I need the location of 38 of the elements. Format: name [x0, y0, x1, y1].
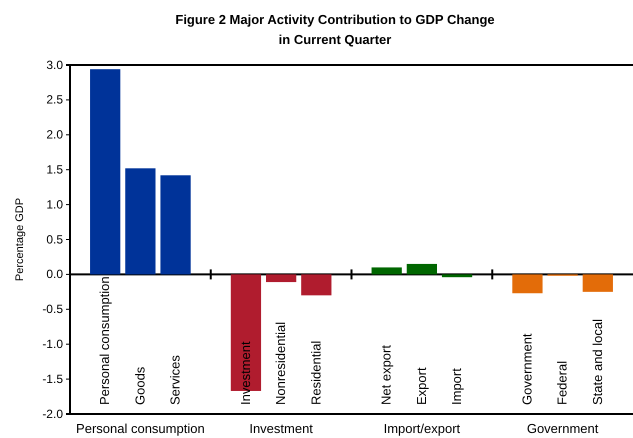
- y-tick-label: -1.5: [42, 372, 64, 386]
- y-tick-label: -2.0: [42, 406, 64, 421]
- x-tick-label: Nonresidential: [273, 322, 288, 405]
- x-tick-label: Government: [519, 333, 534, 405]
- x-tick-label: Personal consumption: [97, 276, 112, 405]
- bar: [406, 264, 438, 274]
- bar: [266, 274, 296, 282]
- text: Personal consumption: [76, 421, 205, 436]
- text: Import/export: [384, 421, 461, 436]
- y-tick-label: 1.0: [46, 197, 64, 212]
- y-tick-label: 3.0: [46, 58, 64, 72]
- bar: [301, 274, 332, 296]
- x-tick-label: Net export: [378, 344, 394, 405]
- x-tick-label: Federal: [554, 360, 570, 405]
- y-tick-label: 2.5: [46, 92, 64, 107]
- chart-title: Figure 2 Major Activity Contribution to GDP Change in Current Quarter: [175, 12, 495, 47]
- x-tick-label: Services: [168, 354, 183, 405]
- bar: [512, 274, 543, 294]
- y-tick-label: 2.0: [46, 128, 64, 142]
- text: Investment: [249, 421, 314, 436]
- bar: [582, 274, 613, 292]
- x-tick-label: Residential: [308, 340, 324, 405]
- x-tick-label: State and local: [590, 318, 605, 405]
- y-tick-label: 0.5: [46, 232, 64, 246]
- y-tick-label: -1.0: [42, 337, 64, 352]
- bar: [160, 175, 191, 274]
- x-tick-label: Investment: [238, 341, 253, 405]
- x-tick-label: Export: [414, 367, 429, 405]
- bar: [372, 267, 402, 274]
- bar: [125, 168, 156, 274]
- y-tick-label: -0.5: [42, 302, 64, 316]
- bar: [90, 69, 120, 274]
- y-tick-label: 0.0: [46, 267, 64, 282]
- y-tick-label: 1.5: [46, 162, 64, 177]
- x-tick-label: Import: [449, 368, 464, 405]
- y-axis-title: Percentage GDP: [14, 198, 26, 282]
- text: Government: [526, 421, 599, 436]
- x-tick-label: Goods: [132, 366, 148, 405]
